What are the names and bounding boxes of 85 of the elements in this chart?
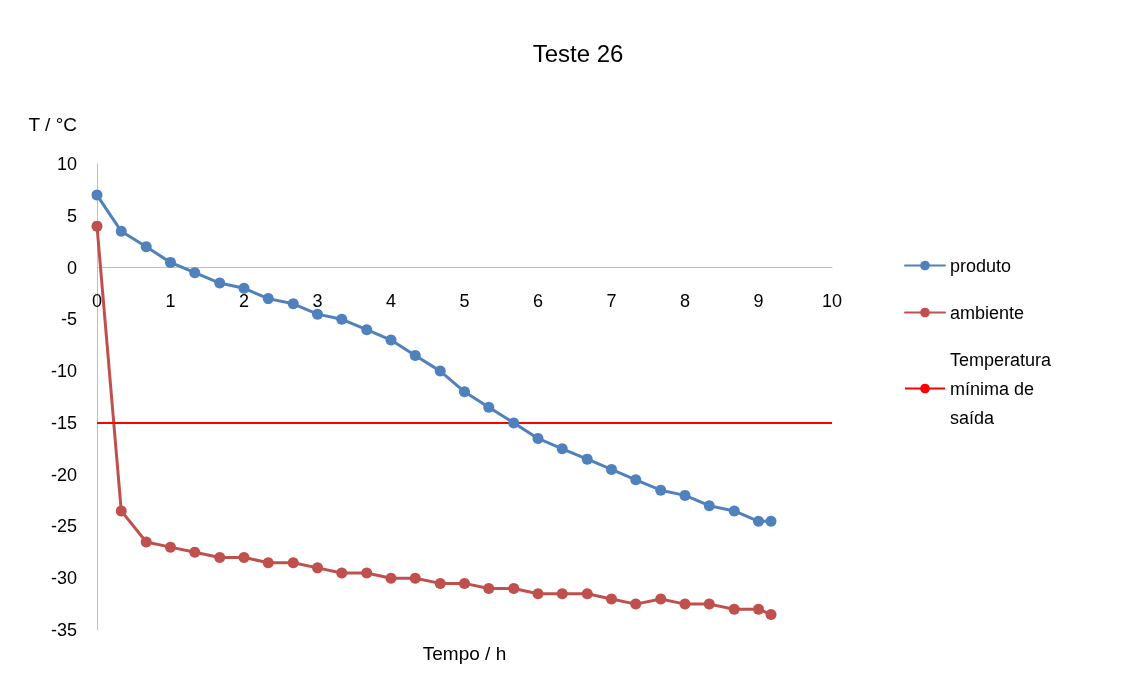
x-tick-label: 2 [238, 291, 250, 311]
point [434, 365, 446, 377]
y-tick-label: 10 [56, 154, 77, 174]
point [655, 593, 667, 605]
point [262, 557, 274, 569]
x-tick-label: 3 [312, 291, 323, 311]
point [728, 505, 740, 517]
point [214, 552, 226, 564]
legend-label: ambiente [950, 302, 1025, 323]
point [140, 241, 152, 253]
y-tick-label: -25 [50, 516, 77, 537]
point [409, 350, 421, 362]
y-tick-label: -15 [50, 412, 77, 433]
point [483, 583, 495, 595]
chart-title: Teste 26 [532, 39, 624, 67]
point [91, 189, 103, 201]
point [287, 298, 299, 310]
point [459, 386, 470, 398]
point [459, 577, 470, 589]
point [765, 515, 777, 527]
point [728, 603, 740, 615]
y-tick-label: 5 [66, 205, 77, 226]
point [556, 588, 568, 600]
point [361, 567, 373, 579]
point [385, 334, 397, 346]
point [753, 603, 764, 615]
point [508, 417, 520, 429]
point [238, 552, 250, 564]
point [312, 308, 323, 320]
point [165, 256, 176, 268]
point [581, 588, 593, 600]
y-tick-label: 0 [66, 257, 77, 278]
point [165, 541, 176, 553]
point [556, 443, 568, 455]
point [508, 583, 520, 595]
y-tick-label: -35 [50, 620, 77, 640]
x-tick-label: 6 [532, 291, 544, 311]
point [679, 489, 691, 501]
point [385, 572, 397, 584]
point [189, 267, 201, 279]
legend-label: produto [950, 255, 1012, 276]
point [312, 562, 323, 574]
point [532, 432, 544, 444]
point [91, 220, 103, 232]
x-tick-label: 7 [606, 291, 617, 311]
point [336, 567, 348, 579]
point [483, 401, 495, 413]
point [606, 463, 617, 475]
legend-label: Temperatura mínima de saída [950, 349, 1057, 428]
point [262, 293, 274, 305]
point [434, 577, 446, 589]
y-axis-title: T / °C [28, 114, 77, 135]
point [189, 546, 201, 558]
point [287, 557, 299, 569]
point [361, 324, 373, 336]
point [336, 313, 348, 325]
point [409, 572, 421, 584]
point [703, 500, 715, 512]
y-tick-label: -5 [60, 309, 77, 330]
x-tick-label: 0 [91, 291, 103, 311]
x-tick-label: 8 [679, 291, 691, 311]
point [630, 474, 642, 486]
point [115, 225, 127, 237]
x-tick-label: 1 [165, 291, 176, 311]
point [703, 598, 715, 610]
point [214, 277, 226, 289]
y-tick-label: -10 [50, 361, 77, 382]
point [753, 515, 764, 527]
y-tick-label: -20 [50, 464, 77, 485]
point [655, 484, 667, 496]
point [765, 608, 777, 620]
x-tick-label: 10 [821, 291, 843, 311]
x-tick-label: 5 [459, 291, 470, 311]
y-tick-label: -30 [50, 568, 77, 589]
point [606, 593, 617, 605]
point [532, 588, 544, 600]
x-tick-label: 4 [385, 291, 397, 311]
point [140, 536, 152, 548]
point [630, 598, 642, 610]
x-axis-title: Tempo / h [422, 643, 507, 664]
point [679, 598, 691, 610]
x-tick-label: 9 [753, 291, 764, 311]
point [238, 282, 250, 294]
point [581, 453, 593, 465]
point [115, 505, 127, 517]
